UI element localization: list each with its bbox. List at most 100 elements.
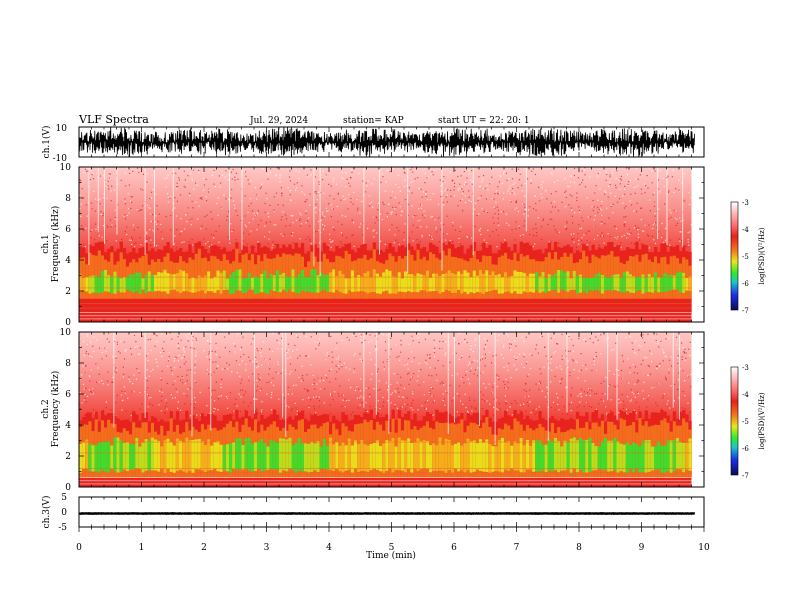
noise-speck [410, 402, 413, 405]
noise-speck [309, 193, 311, 195]
noise-speck [593, 206, 595, 208]
noise-speck [597, 211, 599, 214]
spectrogram-green [360, 440, 364, 471]
noise-speck [684, 408, 686, 410]
noise-speck [653, 386, 655, 389]
noise-speck [298, 178, 300, 180]
noise-speck [187, 340, 189, 342]
noise-speck [524, 195, 526, 197]
noise-speck [656, 367, 658, 370]
noise-speck [79, 403, 81, 406]
noise-speck [127, 192, 129, 195]
noise-speck [564, 191, 566, 193]
noise-speck [85, 204, 88, 206]
noise-speck [472, 350, 474, 353]
noise-speck [89, 341, 92, 344]
noise-speck [367, 227, 369, 230]
noise-speck [193, 188, 195, 190]
noise-speck [99, 198, 101, 200]
noise-speck [213, 407, 215, 410]
noise-speck [339, 361, 341, 363]
noise-speck [419, 241, 421, 243]
spectrogram-green [438, 437, 442, 471]
noise-speck [628, 382, 630, 384]
noise-speck [338, 368, 340, 370]
noise-speck [276, 167, 279, 169]
noise-speck [403, 171, 406, 173]
noise-speck [115, 371, 117, 374]
noise-speck [498, 192, 501, 194]
noise-speck [213, 234, 215, 236]
noise-speck [502, 198, 504, 200]
spectrogram-green [613, 437, 617, 471]
xtick-label-9: 9 [639, 543, 645, 553]
spectrogram-green [394, 446, 398, 470]
noise-speck [332, 208, 335, 210]
noise-speck [397, 373, 399, 376]
noise-speck [325, 359, 327, 361]
spectrogram-green [154, 439, 158, 471]
noise-speck [156, 332, 158, 334]
noise-speck [446, 233, 448, 235]
noise-speck [290, 371, 292, 373]
noise-speck [359, 404, 361, 406]
noise-speck [690, 197, 692, 199]
noise-speck [372, 230, 374, 232]
noise-speck [407, 368, 409, 370]
noise-speck [351, 219, 353, 221]
spectrogram-green [629, 274, 633, 293]
noise-speck [491, 176, 493, 178]
noise-speck [662, 397, 664, 399]
noise-speck [310, 399, 312, 401]
noise-speck [637, 392, 640, 395]
noise-speck [516, 368, 518, 370]
noise-speck [132, 224, 135, 226]
noise-speck [308, 355, 310, 357]
noise-speck [552, 206, 554, 208]
noise-speck [411, 231, 413, 233]
noise-speck [390, 211, 392, 214]
noise-speck [491, 197, 493, 200]
noise-speck [313, 408, 316, 410]
noise-speck [625, 205, 627, 207]
ch1-spectrogram-image [79, 167, 692, 322]
spectrogram-green [507, 276, 511, 292]
noise-speck [337, 358, 339, 360]
noise-speck [532, 208, 535, 210]
noise-speck [124, 214, 126, 216]
noise-speck [475, 338, 477, 340]
noise-speck [98, 381, 100, 383]
noise-speck [213, 400, 216, 402]
noise-speck [272, 377, 274, 379]
noise-speck [395, 213, 397, 216]
noise-speck [103, 175, 105, 177]
spectrogram-green [247, 437, 252, 471]
noise-speck [497, 186, 499, 188]
spectrogram-green [210, 445, 214, 470]
noise-speck [631, 342, 633, 344]
noise-speck [426, 199, 429, 201]
noise-speck [271, 350, 274, 353]
noise-speck [445, 196, 447, 198]
noise-speck [290, 233, 293, 235]
noise-speck [551, 218, 553, 221]
noise-speck [203, 350, 205, 352]
spectrogram-green [457, 442, 461, 472]
noise-speck [124, 392, 126, 394]
noise-speck [210, 393, 212, 395]
noise-speck [656, 227, 658, 229]
noise-speck [557, 403, 559, 406]
noise-speck [443, 176, 445, 178]
noise-speck [382, 396, 384, 398]
spectrogram-green [313, 269, 317, 293]
noise-speck [452, 221, 454, 224]
noise-speck [359, 390, 362, 392]
noise-speck [160, 231, 163, 233]
noise-speck [541, 226, 543, 228]
noise-speck [335, 183, 338, 185]
spectrogram-green [594, 274, 598, 290]
noise-speck [584, 338, 586, 340]
spectrogram-green [304, 443, 308, 472]
noise-speck [418, 332, 420, 334]
